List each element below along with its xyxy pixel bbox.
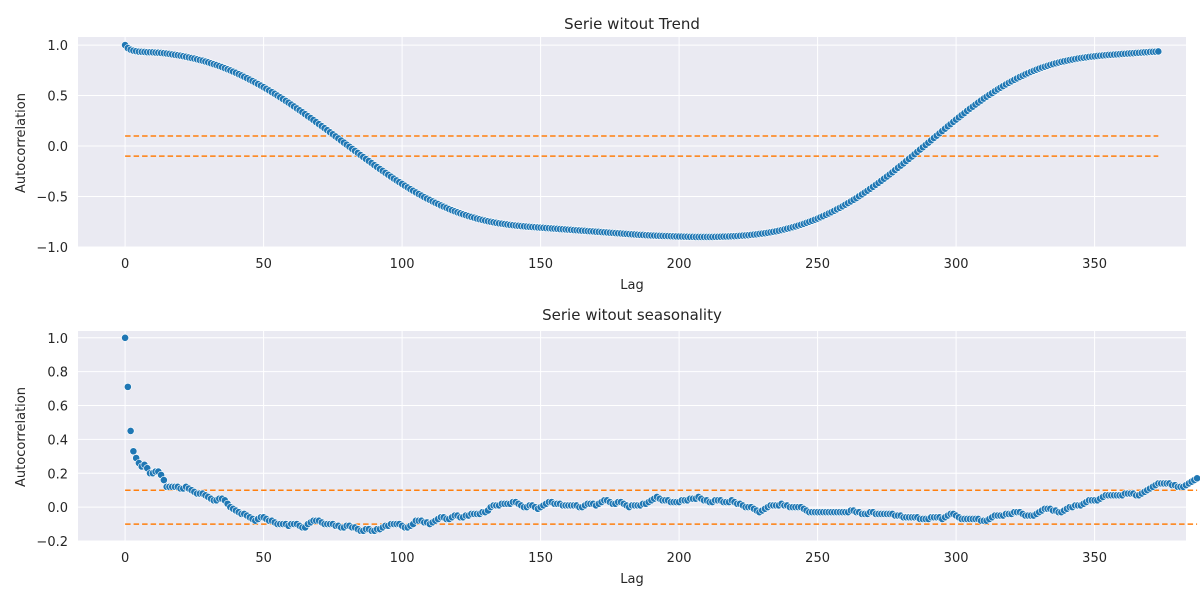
plot-area-1: [78, 37, 1186, 247]
x-tick-label: 350: [1082, 257, 1107, 272]
y-tick-label: −0.2: [36, 535, 68, 550]
x-tick-label: 100: [390, 257, 415, 272]
x-tick-label: 200: [667, 257, 692, 272]
chart-serie-without-seasonality: 0 50 100 150 200 250 300 350 −0.2 0.0 0.2 0.4 0.6 0.…: [14, 306, 1200, 587]
x-tick-label: 250: [805, 551, 830, 566]
x-axis-label-2: Lag: [620, 572, 643, 587]
data-point: [1193, 474, 1200, 483]
x-tick-labels-1: 0 50 100 150 200 250 300 350: [121, 257, 1107, 272]
series-points-1: [121, 41, 1163, 241]
data-point: [1154, 47, 1163, 56]
y-tick-label: 0.6: [47, 400, 68, 415]
x-tick-label: 50: [255, 257, 272, 272]
y-tick-label: 1.0: [47, 39, 68, 54]
y-tick-labels-2: −0.2 0.0 0.2 0.4 0.6 0.8 1.0: [36, 332, 68, 550]
x-tick-label: 150: [528, 551, 553, 566]
chart-title-1: Serie witout Trend: [564, 15, 700, 33]
y-axis-label-2: Autocorrelation: [14, 387, 29, 487]
data-point: [159, 476, 168, 484]
y-tick-label: 0.5: [47, 90, 68, 105]
y-tick-label: 0.2: [47, 467, 68, 482]
data-point: [126, 427, 135, 435]
confidence-band-1: [125, 135, 1159, 157]
x-tick-label: 50: [255, 551, 272, 566]
y-tick-label: 0.8: [47, 366, 68, 381]
chart-serie-without-trend: 0 50 100 150 200 250 300 350 −1.0−0.50.00.51.0 …: [14, 15, 1186, 293]
x-tick-label: 300: [944, 257, 969, 272]
grid-2: [78, 331, 1186, 542]
y-axis-label-1: Autocorrelation: [14, 93, 29, 193]
y-tick-label: 0.0: [47, 140, 68, 155]
x-tick-label: 150: [528, 257, 553, 272]
y-tick-label: 0.0: [47, 501, 68, 516]
y-tick-label: −1.0: [36, 241, 68, 256]
x-tick-labels-2: 0 50 100 150 200 250 300 350: [121, 551, 1107, 566]
y-tick-label: 0.4: [47, 433, 68, 448]
data-point: [129, 447, 138, 456]
data-point: [121, 333, 129, 342]
grid-1: [78, 37, 1186, 248]
chart-title-2: Serie witout seasonality: [542, 306, 722, 324]
series-points-2: [121, 333, 1200, 535]
data-point: [123, 382, 132, 391]
y-tick-label: 1.0: [47, 332, 68, 347]
x-tick-label: 100: [390, 551, 415, 566]
y-tick-labels-1: −1.0 −0.5 0.0 0.5 1.0: [36, 39, 68, 256]
x-tick-label: 250: [805, 257, 830, 272]
x-tick-label: 350: [1082, 551, 1107, 566]
x-tick-label: 200: [667, 551, 692, 566]
x-tick-label: 0: [121, 551, 129, 566]
x-axis-label-1: Lag: [620, 278, 643, 293]
x-tick-label: 300: [944, 551, 969, 566]
y-tick-label: −0.5: [36, 191, 68, 206]
x-tick-label: 0: [121, 257, 129, 272]
